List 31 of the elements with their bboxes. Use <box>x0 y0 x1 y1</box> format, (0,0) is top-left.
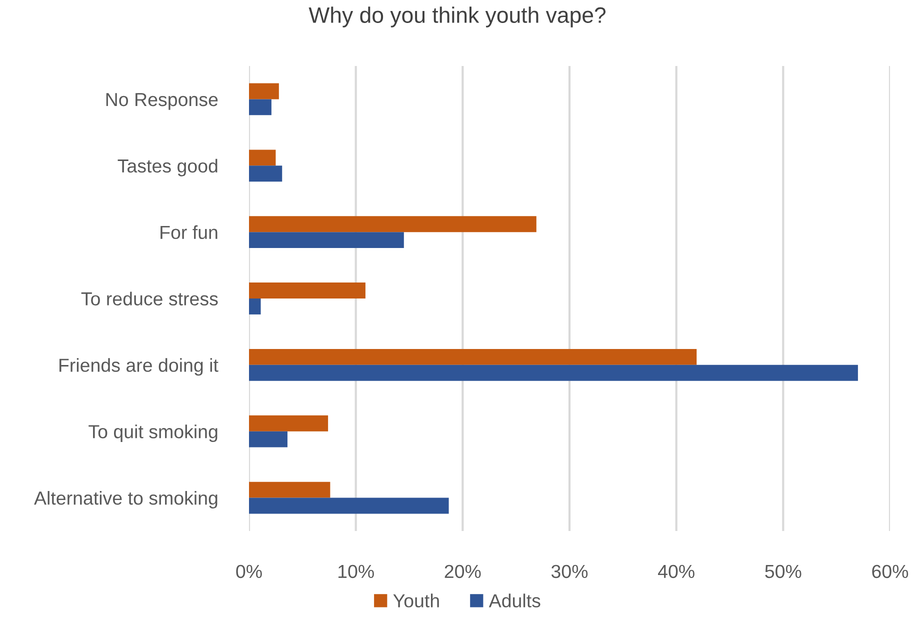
y-tick-label: To reduce stress <box>81 292 218 306</box>
x-tick-label: 30% <box>551 564 588 578</box>
bar <box>249 431 288 448</box>
chart-title: Why do you think youth vape? <box>308 6 606 28</box>
bar <box>249 282 366 298</box>
y-tick-label: Alternative to smoking <box>34 490 218 508</box>
y-tick-label: For fun <box>160 225 218 240</box>
y-tick-label: No Response <box>106 93 218 110</box>
legend-label: Adults <box>488 594 540 608</box>
bar <box>249 150 276 166</box>
bar <box>249 166 282 182</box>
bar <box>249 364 858 381</box>
x-tick-label: 50% <box>765 564 802 578</box>
x-tick-label: 60% <box>872 564 908 578</box>
y-tick-label: To quit smoking <box>88 424 218 442</box>
bar <box>249 232 404 248</box>
bar <box>249 482 330 498</box>
bar <box>249 298 261 314</box>
bar <box>249 216 536 232</box>
x-tick-label: 10% <box>338 564 374 578</box>
bar <box>249 348 697 365</box>
y-tick-label: Friends are doing it <box>59 358 218 376</box>
x-tick-label: 20% <box>444 564 481 578</box>
bar <box>249 498 449 514</box>
legend-label: Youth <box>393 594 439 608</box>
bar <box>249 99 272 116</box>
y-tick-label: Tastes good <box>118 158 218 176</box>
bar <box>249 415 328 432</box>
x-tick-label: 40% <box>658 564 694 578</box>
bar <box>249 83 279 100</box>
x-tick-label: 0% <box>236 564 262 578</box>
